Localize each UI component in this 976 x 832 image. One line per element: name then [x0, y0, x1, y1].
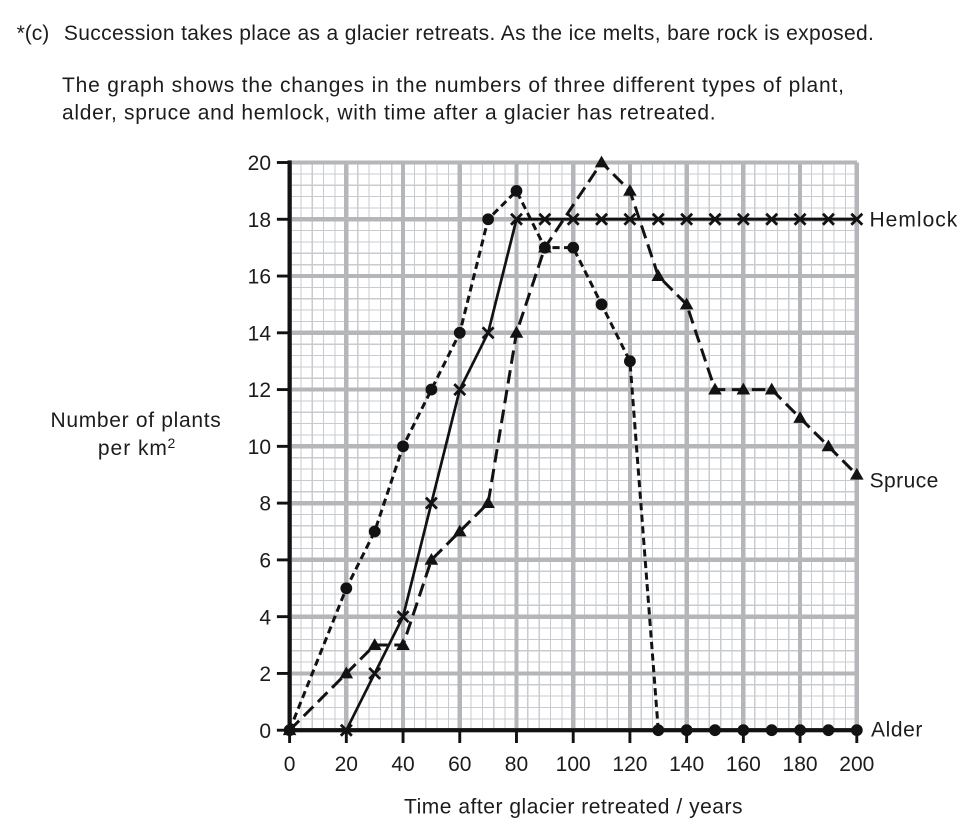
svg-text:The graph shows the changes in: The graph shows the changes in the numbe…: [62, 74, 844, 97]
svg-text:80: 80: [505, 753, 528, 776]
svg-text:6: 6: [259, 549, 271, 572]
svg-text:2: 2: [168, 435, 176, 451]
svg-text:160: 160: [726, 753, 761, 776]
svg-text:8: 8: [259, 493, 271, 516]
svg-text:Hemlock: Hemlock: [870, 209, 958, 232]
svg-text:180: 180: [783, 753, 818, 776]
svg-text:0: 0: [259, 720, 271, 743]
svg-text:20: 20: [248, 152, 271, 175]
svg-text:40: 40: [391, 753, 414, 776]
svg-text:2: 2: [259, 663, 271, 686]
svg-text:60: 60: [448, 753, 471, 776]
svg-text:120: 120: [612, 753, 647, 776]
svg-text:Number of plants: Number of plants: [51, 409, 221, 432]
svg-text:Spruce: Spruce: [870, 470, 939, 493]
svg-text:per km: per km: [98, 437, 167, 460]
svg-text:16: 16: [248, 266, 271, 289]
svg-text:20: 20: [335, 753, 358, 776]
svg-text:4: 4: [259, 606, 271, 629]
svg-text:Alder: Alder: [871, 718, 922, 741]
svg-text:14: 14: [248, 322, 272, 345]
svg-text:18: 18: [248, 209, 271, 232]
svg-text:Succession takes place as a gl: Succession takes place as a glacier retr…: [64, 22, 874, 45]
svg-text:Time after glacier retreated /: Time after glacier retreated / years: [404, 795, 743, 818]
svg-text:200: 200: [839, 753, 874, 776]
svg-text:alder, spruce and hemlock, wit: alder, spruce and hemlock, with time aft…: [62, 102, 716, 125]
svg-text:*(c): *(c): [17, 22, 50, 45]
svg-text:10: 10: [248, 436, 271, 459]
svg-text:100: 100: [556, 753, 591, 776]
svg-text:140: 140: [669, 753, 704, 776]
svg-text:12: 12: [248, 379, 271, 402]
svg-text:0: 0: [284, 753, 296, 776]
